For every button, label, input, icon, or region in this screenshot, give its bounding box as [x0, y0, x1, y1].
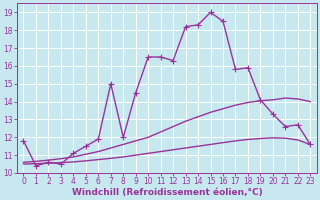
X-axis label: Windchill (Refroidissement éolien,°C): Windchill (Refroidissement éolien,°C): [72, 188, 262, 197]
